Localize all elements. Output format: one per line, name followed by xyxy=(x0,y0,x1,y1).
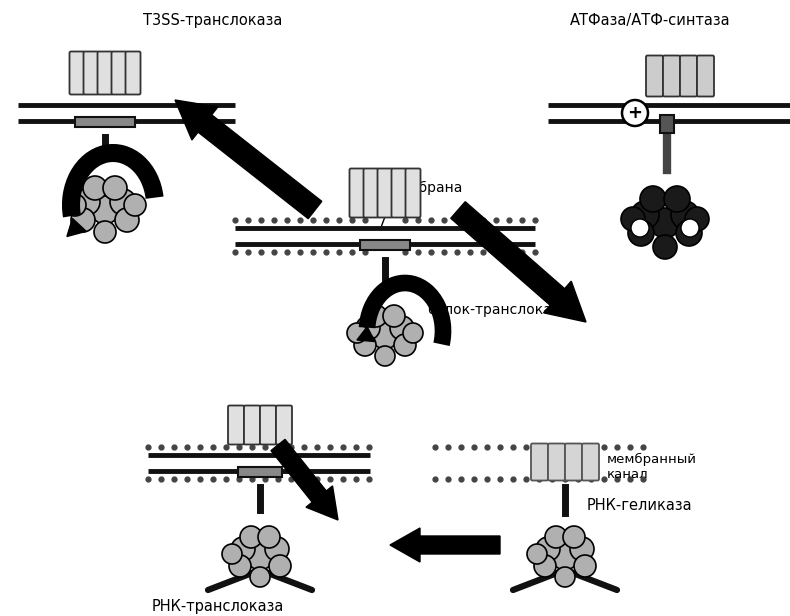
Circle shape xyxy=(265,537,289,561)
Circle shape xyxy=(110,189,136,215)
FancyBboxPatch shape xyxy=(228,405,244,445)
Circle shape xyxy=(653,235,677,259)
Text: АТФаза/АТФ-синтаза: АТФаза/АТФ-синтаза xyxy=(570,12,731,28)
FancyBboxPatch shape xyxy=(244,405,260,445)
Text: РНК-геликаза: РНК-геликаза xyxy=(587,498,693,513)
Circle shape xyxy=(372,323,398,349)
Circle shape xyxy=(74,189,100,215)
Circle shape xyxy=(64,194,86,216)
Circle shape xyxy=(124,194,146,216)
FancyBboxPatch shape xyxy=(260,405,276,445)
Circle shape xyxy=(240,526,262,548)
Text: РНК-транслоказа: РНК-транслоказа xyxy=(152,599,284,614)
Circle shape xyxy=(394,334,416,356)
FancyBboxPatch shape xyxy=(84,52,99,94)
FancyBboxPatch shape xyxy=(363,169,378,217)
FancyBboxPatch shape xyxy=(349,169,364,217)
Text: +: + xyxy=(627,104,642,122)
Circle shape xyxy=(247,544,273,570)
FancyBboxPatch shape xyxy=(238,467,282,477)
Circle shape xyxy=(347,323,367,343)
FancyBboxPatch shape xyxy=(126,52,141,94)
Circle shape xyxy=(621,207,645,231)
Circle shape xyxy=(631,201,659,229)
Circle shape xyxy=(650,208,680,238)
FancyBboxPatch shape xyxy=(111,52,126,94)
FancyArrow shape xyxy=(175,100,322,219)
Circle shape xyxy=(555,567,575,587)
Circle shape xyxy=(570,537,594,561)
Circle shape xyxy=(622,100,648,126)
Circle shape xyxy=(563,526,585,548)
Circle shape xyxy=(383,305,405,327)
FancyBboxPatch shape xyxy=(70,52,85,94)
Circle shape xyxy=(552,544,578,570)
Circle shape xyxy=(403,323,423,343)
FancyBboxPatch shape xyxy=(660,115,674,133)
Circle shape xyxy=(527,544,547,564)
FancyBboxPatch shape xyxy=(276,405,292,445)
FancyBboxPatch shape xyxy=(697,55,714,97)
FancyArrow shape xyxy=(390,528,500,562)
Circle shape xyxy=(269,555,291,577)
Polygon shape xyxy=(357,327,375,341)
Circle shape xyxy=(258,526,280,548)
FancyBboxPatch shape xyxy=(97,52,112,94)
FancyBboxPatch shape xyxy=(360,240,410,250)
Circle shape xyxy=(685,207,709,231)
Circle shape xyxy=(231,537,255,561)
Circle shape xyxy=(664,186,690,212)
Circle shape xyxy=(103,176,127,200)
Text: белок-транслоказа: белок-транслоказа xyxy=(427,303,568,317)
Circle shape xyxy=(574,555,596,577)
FancyBboxPatch shape xyxy=(582,444,599,480)
FancyBboxPatch shape xyxy=(680,55,697,97)
Circle shape xyxy=(676,220,702,246)
Circle shape xyxy=(354,334,376,356)
FancyBboxPatch shape xyxy=(405,169,420,217)
Circle shape xyxy=(115,208,139,232)
Text: Т3SS-транслоказа: Т3SS-транслоказа xyxy=(143,12,282,28)
FancyBboxPatch shape xyxy=(565,444,582,480)
Circle shape xyxy=(536,537,560,561)
FancyBboxPatch shape xyxy=(531,444,548,480)
FancyBboxPatch shape xyxy=(378,169,393,217)
FancyBboxPatch shape xyxy=(663,55,680,97)
Circle shape xyxy=(229,555,251,577)
Circle shape xyxy=(628,220,654,246)
Circle shape xyxy=(640,186,666,212)
Text: мембранный
канал: мембранный канал xyxy=(607,453,697,481)
Circle shape xyxy=(83,176,107,200)
Circle shape xyxy=(94,221,116,243)
Circle shape xyxy=(375,346,395,366)
Circle shape xyxy=(545,526,567,548)
Circle shape xyxy=(250,567,270,587)
Circle shape xyxy=(631,219,649,237)
Circle shape xyxy=(71,208,95,232)
Circle shape xyxy=(681,219,699,237)
Circle shape xyxy=(222,544,242,564)
FancyArrow shape xyxy=(271,439,338,520)
Text: мембрана: мембрана xyxy=(390,181,464,195)
Polygon shape xyxy=(67,219,86,237)
Circle shape xyxy=(356,316,380,340)
FancyBboxPatch shape xyxy=(646,55,663,97)
Circle shape xyxy=(91,196,119,224)
FancyBboxPatch shape xyxy=(392,169,407,217)
Circle shape xyxy=(390,316,414,340)
FancyBboxPatch shape xyxy=(548,444,565,480)
FancyArrow shape xyxy=(451,201,586,322)
Circle shape xyxy=(534,555,556,577)
FancyBboxPatch shape xyxy=(75,117,135,127)
Circle shape xyxy=(671,201,699,229)
Circle shape xyxy=(365,305,387,327)
